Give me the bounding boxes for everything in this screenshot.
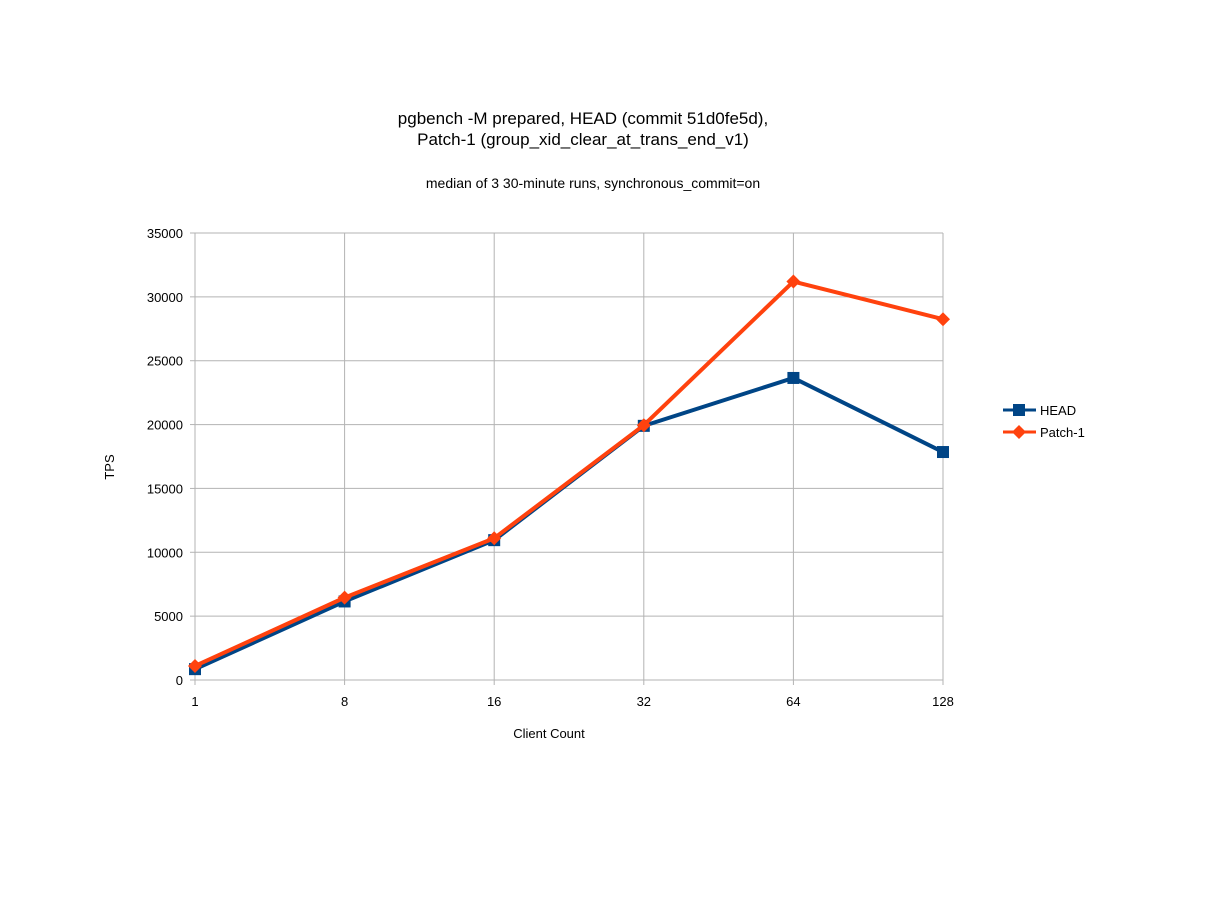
legend-label: HEAD <box>1040 403 1076 418</box>
x-tick-label: 8 <box>341 694 348 709</box>
legend-item: HEAD <box>1003 403 1076 418</box>
legend: HEAD Patch-1 <box>1003 403 1085 440</box>
series-head <box>189 371 949 676</box>
x-tick-label: 128 <box>932 694 954 709</box>
data-point <box>786 274 801 289</box>
y-axis-label: TPS <box>102 454 117 480</box>
data-point <box>787 371 800 384</box>
y-tick-label: 25000 <box>147 354 183 369</box>
legend-marker <box>1012 425 1026 439</box>
legend-marker <box>1013 404 1025 416</box>
legend-label: Patch-1 <box>1040 425 1085 440</box>
data-point <box>636 418 651 433</box>
legend-item: Patch-1 <box>1003 425 1085 440</box>
chart-title-line-1: pgbench -M prepared, HEAD (commit 51d0fe… <box>398 109 768 128</box>
data-point <box>487 531 502 546</box>
series-line <box>194 375 944 671</box>
x-tick-label: 1 <box>191 694 198 709</box>
chart-title-line-2: Patch-1 (group_xid_clear_at_trans_end_v1… <box>417 130 749 149</box>
x-tick-label: 64 <box>786 694 800 709</box>
y-tick-label: 20000 <box>147 418 183 433</box>
y-tick-label: 5000 <box>154 609 183 624</box>
data-point <box>936 312 950 327</box>
data-point <box>188 658 202 673</box>
x-tick-label: 32 <box>637 694 651 709</box>
data-point <box>337 590 352 605</box>
chart-subtitle: median of 3 30-minute runs, synchronous_… <box>426 175 760 191</box>
gridlines <box>190 232 944 685</box>
x-axis-label: Client Count <box>513 726 585 741</box>
data-point <box>937 446 949 459</box>
y-tick-label: 30000 <box>147 290 183 305</box>
x-tick-label: 16 <box>487 694 501 709</box>
series-line <box>194 279 944 668</box>
y-tick-labels: 0 5000 10000 15000 20000 25000 30000 35000 <box>147 226 183 688</box>
y-tick-label: 10000 <box>147 545 183 560</box>
y-tick-label: 35000 <box>147 226 183 241</box>
y-tick-label: 15000 <box>147 481 183 496</box>
series-patch-1 <box>188 274 950 673</box>
y-tick-label: 0 <box>176 673 183 688</box>
x-tick-labels: 1 8 16 32 64 128 <box>191 694 953 709</box>
